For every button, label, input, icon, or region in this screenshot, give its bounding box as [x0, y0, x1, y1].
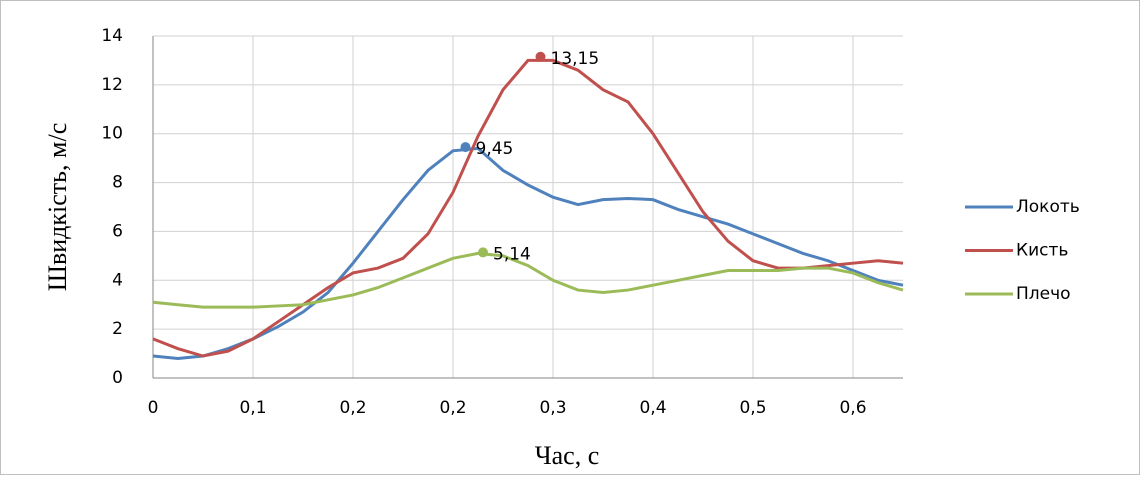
x-tick-label: 0,2 — [439, 398, 466, 418]
x-tick-label: 0 — [148, 398, 159, 418]
y-tick-label: 2 — [112, 319, 123, 339]
annotation-point — [478, 247, 488, 258]
series-line — [152, 251, 904, 309]
y-tick-label: 6 — [112, 221, 123, 241]
x-tick-label: 0,6 — [839, 398, 866, 418]
y-tick-label: 12 — [101, 75, 123, 95]
series-line — [152, 58, 904, 358]
y-axis-title: Швидкість, м/с — [43, 123, 72, 291]
annotation-label: 5,14 — [493, 244, 531, 264]
series-line — [152, 146, 904, 360]
y-tick-label: 10 — [101, 124, 123, 144]
annotation-label: 9,45 — [476, 139, 514, 159]
x-tick-label: 0,2 — [339, 398, 366, 418]
legend-label: Кисть — [1016, 241, 1068, 261]
y-tick-label: 8 — [112, 173, 123, 193]
x-tick-label: 0,1 — [239, 398, 266, 418]
y-tick-label: 14 — [101, 26, 123, 46]
y-tick-label: 0 — [112, 368, 123, 388]
legend-label: Локоть — [1016, 197, 1080, 217]
annotation-point — [535, 51, 546, 62]
annotation-label: 13,15 — [551, 49, 600, 69]
annotation-point — [460, 142, 471, 153]
y-tick-label: 4 — [112, 270, 123, 290]
x-tick-label: 0,3 — [539, 398, 566, 418]
legend-label: Плечо — [1016, 284, 1071, 304]
x-tick-label: 0,4 — [639, 398, 666, 418]
x-axis-title: Час, с — [535, 441, 600, 470]
x-tick-label: 0,5 — [739, 398, 766, 418]
